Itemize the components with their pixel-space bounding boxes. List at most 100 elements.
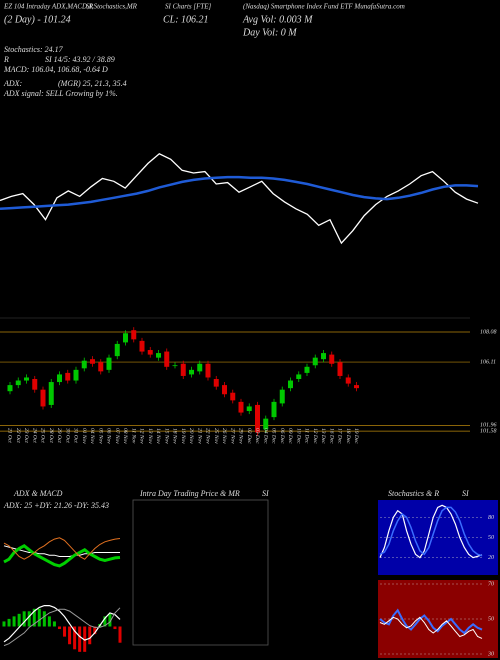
close: CL: 106.21: [163, 14, 209, 25]
candle-body: [230, 392, 236, 401]
x-tick-label: 07 Nov: [114, 428, 120, 444]
candle-body: [123, 333, 128, 343]
y-tick-label: 50: [488, 535, 494, 541]
candle-body: [32, 379, 38, 390]
macd-hist: [78, 626, 82, 652]
candle-body: [354, 385, 359, 389]
candle-body: [7, 385, 13, 392]
x-tick-label: 31 Oct: [73, 427, 79, 443]
x-tick-label: 18 Nov: [172, 428, 178, 444]
candle-body: [114, 343, 120, 357]
candle-body: [81, 360, 87, 369]
candle-body: [57, 374, 62, 383]
candle-body: [312, 357, 318, 366]
macd-hist: [113, 626, 117, 630]
x-tick-label: 19 Nov: [180, 428, 186, 444]
x-tick-label: 18 Dec: [345, 428, 351, 444]
macd-hist: [32, 608, 36, 627]
x-tick-label: 21 Oct: [7, 428, 13, 443]
x-tick-label: 26 Nov: [221, 428, 227, 444]
x-tick-label: 04 Dec: [262, 428, 269, 444]
x-tick-label: 04 Nov: [89, 428, 96, 444]
macd-hist: [47, 616, 51, 627]
candle-body: [24, 377, 29, 381]
price-line: [0, 153, 479, 245]
rsi-line: [379, 608, 483, 635]
x-tick-label: 12 Nov: [139, 428, 145, 444]
x-tick-label: 05 Nov: [97, 428, 103, 444]
stoch-line: [379, 506, 483, 557]
macd-line: [3, 607, 121, 647]
intraday-panel: [132, 499, 269, 646]
candle-body: [279, 389, 285, 404]
candle-body: [106, 357, 112, 370]
x-tick-label: 20 Nov: [188, 428, 194, 444]
candle-body: [296, 374, 302, 379]
candle-body: [304, 366, 310, 373]
y-tick-label: 70: [488, 581, 494, 587]
x-tick-label: 12 Dec: [312, 428, 318, 444]
x-tick-label: 29 Nov: [238, 428, 244, 444]
macd-hist: [7, 618, 11, 627]
adx-label: ADX: 25 +DY: 21.26 -DY: 35.43: [3, 501, 109, 510]
macd-hist: [17, 613, 21, 627]
candle-body: [263, 418, 269, 430]
macd-hist: [57, 626, 61, 630]
candle-body: [213, 379, 219, 387]
macd-hist: [52, 621, 56, 627]
x-tick-label: 23 Oct: [23, 428, 29, 443]
adx-line: [3, 545, 120, 557]
x-tick-label: 22 Oct: [15, 428, 21, 443]
y-tick-label: 20: [488, 555, 494, 561]
panel-title: SI: [462, 489, 469, 498]
macd-hist: [68, 626, 72, 645]
x-tick-label: 19 Dec: [353, 428, 359, 444]
adx-line: [3, 537, 121, 560]
x-tick-label: 08 Nov: [122, 428, 128, 444]
ma-line: [0, 175, 479, 211]
candle-body: [90, 359, 95, 364]
y-tick-label: 80: [488, 515, 494, 521]
macd-hist: [42, 611, 46, 627]
x-tick-label: 16 Dec: [328, 428, 334, 444]
day-vol: Day Vol: 0 M: [242, 27, 297, 38]
macd-hist: [37, 608, 41, 627]
candle-body: [271, 401, 277, 418]
x-tick-label: 29 Oct: [56, 428, 62, 443]
x-tick-label: 22 Nov: [205, 428, 211, 444]
candle-body: [147, 350, 153, 355]
y-tick-label: 50: [488, 616, 494, 622]
candle-body: [345, 377, 351, 384]
candle-body: [222, 385, 227, 395]
header-text: EZ 104 Intraday ADX,MACD,R: [3, 3, 94, 11]
candle-body: [255, 404, 260, 433]
candle-body: [73, 369, 79, 381]
y-tick-label: 108.08: [480, 329, 497, 335]
x-tick-label: 11 Nov: [130, 428, 136, 444]
candle-body: [197, 363, 203, 372]
rsi-line: [379, 616, 483, 639]
x-tick-label: 30 Oct: [64, 427, 70, 443]
header-text: SI,Stochastics,MR: [86, 3, 138, 11]
x-tick-label: 05 Dec: [271, 428, 277, 444]
x-tick-label: 09 Dec: [287, 428, 293, 444]
candle-body: [238, 401, 244, 413]
macd-hist: [12, 616, 16, 627]
adx-signal: ADX signal: SELL Growing by 1%.: [3, 89, 118, 98]
panel-title: Intra Day Trading Price & MR: [139, 489, 240, 498]
candle-body: [40, 389, 46, 407]
macd-hist: [2, 621, 6, 627]
y-tick-label: 106.11: [480, 359, 496, 365]
macd-hist: [83, 626, 87, 652]
x-tick-label: 10 Dec: [295, 428, 301, 444]
panel-title: ADX & MACD: [13, 489, 63, 498]
macd-hist: [108, 613, 112, 627]
panel-title: SI: [262, 489, 269, 498]
candle-body: [321, 353, 326, 360]
x-tick-label: 13 Dec: [320, 428, 326, 444]
x-tick-label: 21 Nov: [196, 428, 202, 444]
stoch-text: Stochastics: 24.17: [4, 45, 64, 54]
x-tick-label: 24 Oct: [31, 428, 38, 443]
x-tick-label: 25 Nov: [213, 428, 219, 444]
macd-hist: [118, 626, 122, 643]
